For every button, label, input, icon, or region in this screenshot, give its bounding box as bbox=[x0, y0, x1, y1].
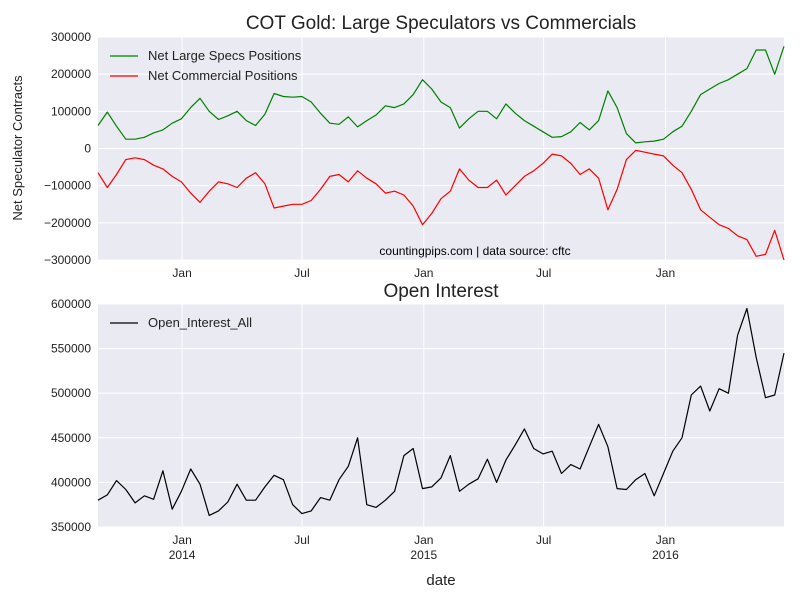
cot-series-line-1 bbox=[97, 149, 785, 261]
cot-grid bbox=[98, 36, 784, 261]
oi-x-tick-label: Jul bbox=[294, 533, 309, 547]
oi-grid bbox=[98, 303, 784, 528]
cot-series-lines bbox=[97, 46, 785, 261]
legend-label-commercials: Net Commercial Positions bbox=[148, 68, 298, 83]
cot-x-tick-label: Jan bbox=[172, 266, 191, 280]
oi-x-tick-label: Jan 2014 bbox=[169, 533, 196, 562]
cot-y-tick-label: 300000 bbox=[51, 30, 91, 44]
oi-x-tick-label: Jan 2016 bbox=[652, 533, 679, 562]
oi-y-tick-label: 550000 bbox=[51, 342, 91, 356]
oi-x-ticks: Jan 2014 Jul Jan 2015 Jul Jan 2016 bbox=[169, 533, 679, 562]
cot-y-tick-label: −200000 bbox=[44, 216, 91, 230]
cot-y-tick-label: 100000 bbox=[51, 104, 91, 118]
oi-x-axis-label: date bbox=[426, 572, 455, 589]
oi-plot-area bbox=[98, 304, 784, 527]
cot-y-tick-label: 0 bbox=[84, 142, 91, 156]
oi-y-tick-label: 500000 bbox=[51, 386, 91, 400]
cot-legend: Net Large Specs Positions Net Commercial… bbox=[110, 48, 302, 83]
cot-chart-title: COT Gold: Large Speculators vs Commercia… bbox=[246, 13, 636, 34]
oi-series-lines bbox=[97, 307, 785, 517]
open-interest-panel: 350000 400000 450000 500000 550000 600000 Jan… bbox=[51, 281, 785, 589]
cot-y-tick-label: 200000 bbox=[51, 67, 91, 81]
cot-panel: −300000 −200000 −100000 0 100000 200000 300000… bbox=[10, 13, 785, 280]
oi-x-tick-label: Jul bbox=[536, 533, 551, 547]
cot-x-tick-label: Jan bbox=[656, 266, 675, 280]
oi-y-tick-label: 400000 bbox=[51, 475, 91, 489]
legend-label-specs: Net Large Specs Positions bbox=[148, 48, 302, 63]
cot-y-tick-label: −300000 bbox=[44, 253, 91, 267]
cot-x-ticks: Jan Jul Jan Jul Jan bbox=[172, 266, 675, 280]
cot-y-tick-label: −100000 bbox=[44, 179, 91, 193]
oi-chart-title: Open Interest bbox=[383, 281, 499, 302]
cot-x-tick-label: Jul bbox=[536, 266, 551, 280]
oi-y-ticks: 350000 400000 450000 500000 550000 600000 bbox=[51, 297, 91, 534]
cot-x-tick-label: Jan bbox=[414, 266, 433, 280]
oi-legend: Open_Interest_All bbox=[110, 315, 252, 330]
oi-y-tick-label: 350000 bbox=[51, 520, 91, 534]
cot-x-tick-label: Jul bbox=[294, 266, 309, 280]
cot-y-axis-label: Net Speculator Contracts bbox=[10, 75, 25, 221]
oi-x-tick-label: Jan 2015 bbox=[410, 533, 437, 562]
source-annotation: countingpips.com | data source: cftc bbox=[379, 244, 570, 258]
oi-y-tick-label: 600000 bbox=[51, 297, 91, 311]
cot-y-ticks: −300000 −200000 −100000 0 100000 200000 300000 bbox=[44, 30, 91, 267]
oi-series-line-0 bbox=[97, 307, 785, 517]
oi-y-tick-label: 450000 bbox=[51, 431, 91, 445]
legend-label-open-interest: Open_Interest_All bbox=[148, 315, 252, 330]
cot-series-line-0 bbox=[97, 46, 785, 144]
